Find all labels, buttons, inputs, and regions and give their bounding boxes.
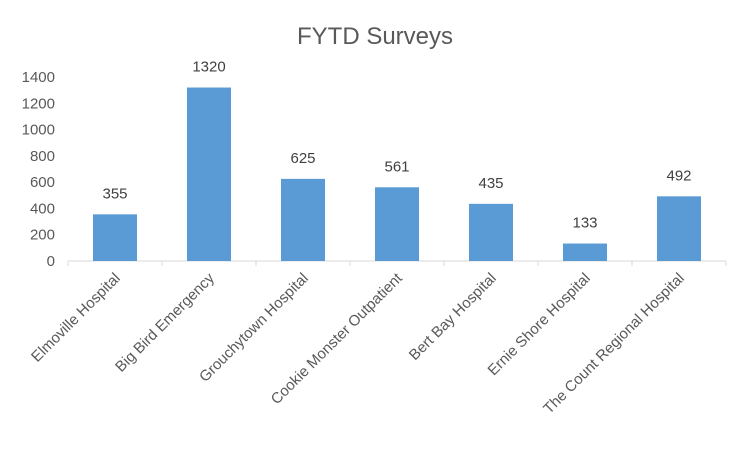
data-label: 133	[572, 215, 597, 232]
chart-title: FYTD Surveys	[297, 23, 453, 50]
category-label: Bert Bay Hospital	[406, 270, 500, 364]
bars	[93, 87, 701, 261]
y-tick-label: 600	[30, 174, 55, 191]
bar	[563, 243, 607, 261]
y-tick-label: 400	[30, 200, 55, 217]
category-label: Big Bird Emergency	[112, 269, 218, 375]
y-tick-label: 1400	[22, 69, 55, 86]
y-tick-label: 800	[30, 148, 55, 165]
y-tick-label: 1000	[22, 122, 55, 139]
data-label: 435	[478, 175, 503, 192]
bar	[93, 214, 137, 261]
data-label: 561	[384, 158, 409, 175]
bar	[469, 203, 513, 261]
bar	[281, 178, 325, 261]
data-label: 355	[102, 185, 127, 202]
y-tick-label: 0	[47, 253, 55, 270]
data-label: 492	[666, 167, 691, 184]
category-label: Elmoville Hospital	[28, 270, 124, 366]
y-axis-ticks: 0 200 400 600 800 1000 1200 1400	[22, 69, 55, 270]
y-tick-label: 1200	[22, 95, 55, 112]
data-label: 1320	[192, 59, 225, 76]
data-labels: 355 1320 625 561 435 133 492	[102, 59, 691, 232]
category-label: Ernie Shore Hospital	[485, 270, 594, 379]
bar	[187, 87, 231, 261]
bar	[657, 196, 701, 261]
x-axis	[67, 260, 727, 266]
data-label: 625	[290, 150, 315, 167]
y-tick-label: 200	[30, 227, 55, 244]
bar	[375, 187, 419, 261]
